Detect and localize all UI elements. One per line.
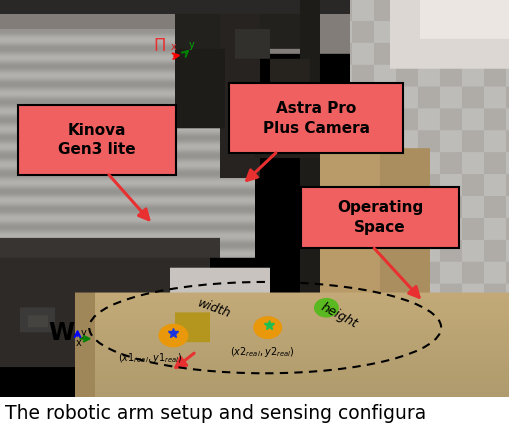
Text: The robotic arm setup and sensing configura: The robotic arm setup and sensing config… <box>5 404 426 423</box>
FancyBboxPatch shape <box>229 83 402 153</box>
Text: $\mathbf{W}$: $\mathbf{W}$ <box>48 321 76 345</box>
Text: width: width <box>196 297 233 321</box>
Text: y: y <box>80 328 86 338</box>
Text: Astra Pro
Plus Camera: Astra Pro Plus Camera <box>262 101 369 135</box>
FancyBboxPatch shape <box>18 105 176 175</box>
Text: $(x1_{real}, y1_{real})$: $(x1_{real}, y1_{real})$ <box>118 352 182 365</box>
FancyBboxPatch shape <box>300 187 458 248</box>
Circle shape <box>159 325 187 347</box>
Text: Kinova
Gen3 lite: Kinova Gen3 lite <box>58 122 135 158</box>
Text: $\Pi$: $\Pi$ <box>153 36 165 55</box>
Text: Operating
Space: Operating Space <box>336 200 422 235</box>
Circle shape <box>253 317 281 339</box>
Text: x: x <box>171 42 176 52</box>
Text: height: height <box>318 300 359 331</box>
Circle shape <box>314 299 337 317</box>
Text: y: y <box>188 39 194 49</box>
Text: $(x2_{real}, y2_{real})$: $(x2_{real}, y2_{real})$ <box>230 345 294 359</box>
Text: x: x <box>75 338 81 348</box>
